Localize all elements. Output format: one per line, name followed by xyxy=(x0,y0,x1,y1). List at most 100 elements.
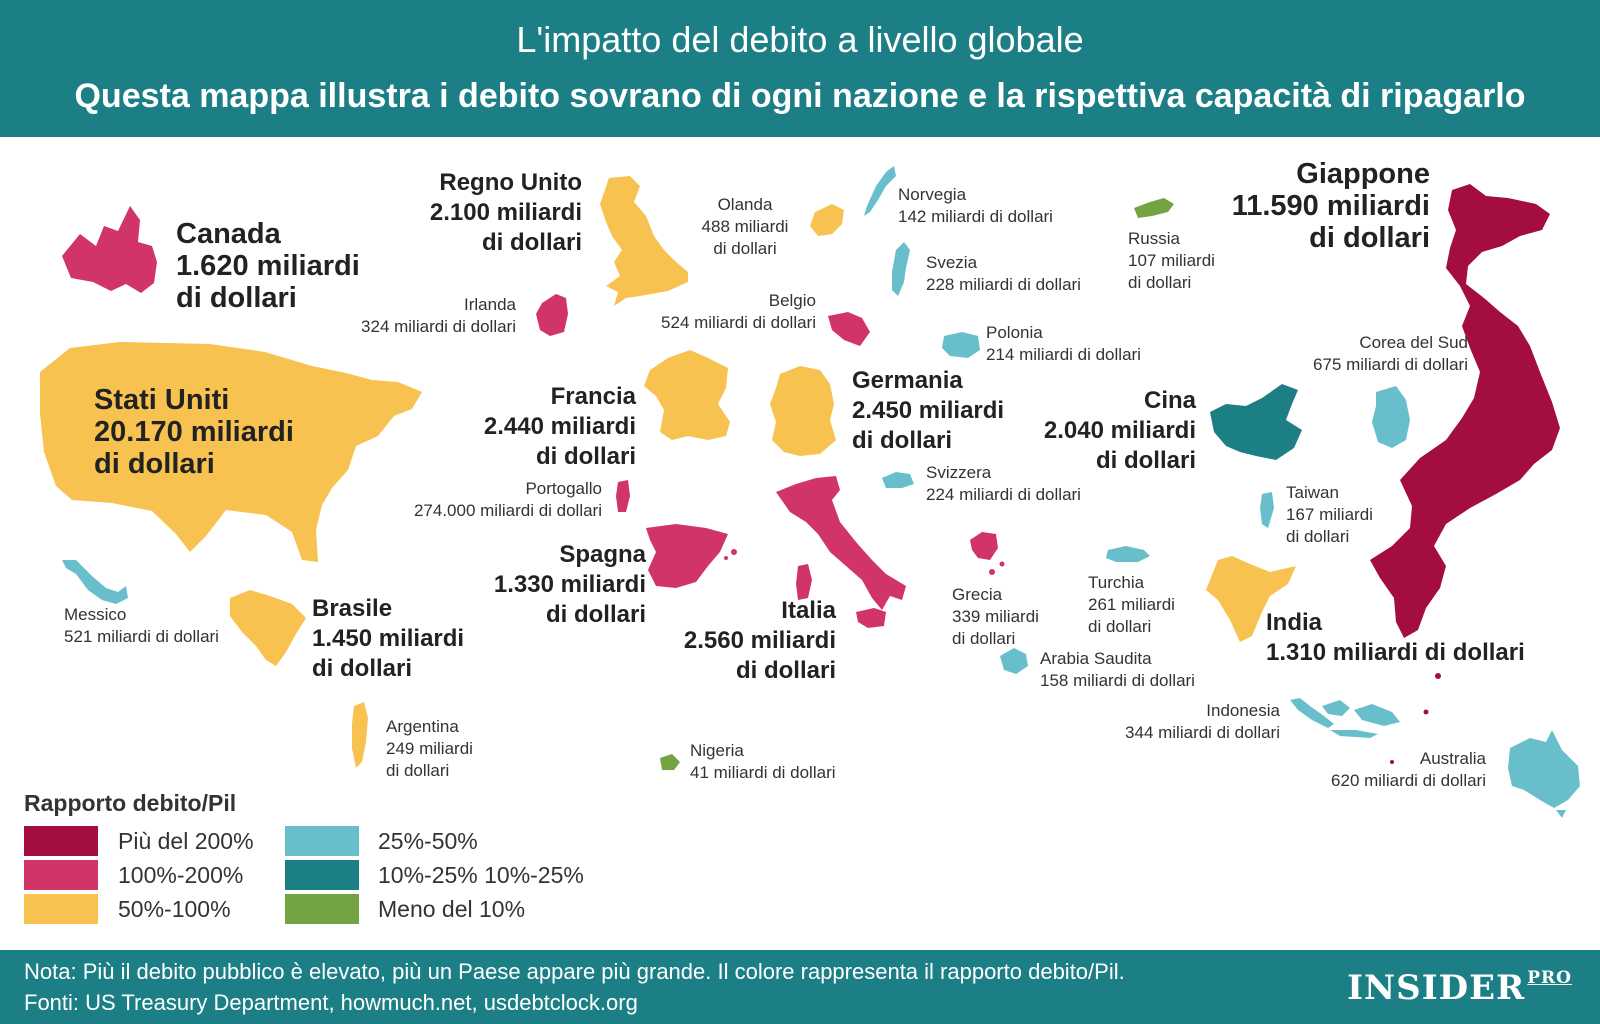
shape-nigeria xyxy=(660,754,680,770)
label-ireland-name: Irlanda xyxy=(330,294,516,316)
label-turkey-debt2: di dollari xyxy=(1088,616,1175,638)
label-portugal: Portogallo 274.000 miliardi di dollari xyxy=(380,478,602,522)
shape-germany xyxy=(770,366,836,456)
label-sweden: Svezia 228 miliardi di dollari xyxy=(926,252,1081,296)
label-spain-unit: di dollari xyxy=(460,600,646,630)
footer-note: Nota: Più il debito pubblico è elevato, … xyxy=(24,958,1125,986)
label-nigeria-name: Nigeria xyxy=(690,740,836,762)
shape-saudi-arabia xyxy=(1000,648,1028,674)
label-uk: Regno Unito 2.100 miliardi di dollari xyxy=(380,168,582,258)
label-netherlands: Olanda 488 miliardi di dollari xyxy=(690,194,800,260)
label-netherlands-name: Olanda xyxy=(690,194,800,216)
label-spain: Spagna 1.330 miliardi di dollari xyxy=(460,540,646,630)
label-usa: Stati Uniti 20.170 miliardi di dollari xyxy=(94,384,294,480)
header-banner: L'impatto del debito a livello globale Q… xyxy=(0,0,1600,137)
label-china-debt: 2.040 miliardi xyxy=(1010,416,1196,446)
label-italy-debt: 2.560 miliardi xyxy=(650,626,836,656)
label-turkey: Turchia 261 miliardi di dollari xyxy=(1088,572,1175,638)
shape-sardinia xyxy=(796,564,812,600)
label-germany-unit: di dollari xyxy=(852,426,1004,456)
label-australia: Australia 620 miliardi di dollari xyxy=(1300,748,1486,792)
legend-swatch-10-25 xyxy=(285,860,359,890)
legend-swatch-under-10 xyxy=(285,894,359,924)
shape-indonesia-2 xyxy=(1322,700,1350,716)
label-indonesia-debt: 344 miliardi di dollari xyxy=(1090,722,1280,744)
label-poland-debt: 214 miliardi di dollari xyxy=(986,344,1141,366)
label-spain-name: Spagna xyxy=(460,540,646,570)
label-usa-name: Stati Uniti xyxy=(94,384,294,416)
shape-spain-island-2 xyxy=(724,556,728,560)
label-germany: Germania 2.450 miliardi di dollari xyxy=(852,366,1004,456)
label-japan: Giappone 11.590 miliardi di dollari xyxy=(1180,158,1430,254)
footer-sources: Fonti: US Treasury Department, howmuch.n… xyxy=(24,989,638,1017)
label-uk-debt: 2.100 miliardi xyxy=(380,198,582,228)
legend-swatch-25-50 xyxy=(285,826,359,856)
shape-norway xyxy=(864,166,896,216)
label-switzerland-debt: 224 miliardi di dollari xyxy=(926,484,1081,506)
label-india-debt: 1.310 miliardi di dollari xyxy=(1266,638,1525,668)
legend-label-10-25: 10%-25% 10%-25% xyxy=(378,860,584,890)
label-ireland: Irlanda 324 miliardi di dollari xyxy=(330,294,516,338)
label-saudi-arabia: Arabia Saudita 158 miliardi di dollari xyxy=(1040,648,1195,692)
label-australia-name: Australia xyxy=(1300,748,1486,770)
legend-label-100-200: 100%-200% xyxy=(118,860,243,890)
logo-text: INSIDER xyxy=(1347,968,1525,1008)
shape-brazil xyxy=(230,590,306,666)
label-germany-debt: 2.450 miliardi xyxy=(852,396,1004,426)
logo-suffix: PRO xyxy=(1527,968,1572,988)
shape-poland xyxy=(942,332,980,358)
label-uk-unit: di dollari xyxy=(380,228,582,258)
shape-japan-island-1 xyxy=(1435,673,1441,679)
legend-swatch-100-200 xyxy=(24,860,98,890)
shape-switzerland xyxy=(882,472,914,488)
label-saudi-arabia-debt: 158 miliardi di dollari xyxy=(1040,670,1195,692)
label-brazil-unit: di dollari xyxy=(312,654,464,684)
label-brazil: Brasile 1.450 miliardi di dollari xyxy=(312,594,464,684)
label-france-name: Francia xyxy=(440,382,636,412)
label-france: Francia 2.440 miliardi di dollari xyxy=(440,382,636,472)
shape-uk xyxy=(600,176,688,306)
label-japan-name: Giappone xyxy=(1180,158,1430,190)
legend-label-under-10: Meno del 10% xyxy=(378,894,525,924)
shape-taiwan xyxy=(1260,492,1274,528)
label-mexico-debt: 521 miliardi di dollari xyxy=(64,626,219,648)
shape-china xyxy=(1210,384,1302,460)
label-norway-debt: 142 miliardi di dollari xyxy=(898,206,1053,228)
label-italy-unit: di dollari xyxy=(650,656,836,686)
label-france-unit: di dollari xyxy=(440,442,636,472)
shape-greece-island-2 xyxy=(989,569,995,575)
label-china-name: Cina xyxy=(1010,386,1196,416)
label-argentina-debt1: 249 miliardi xyxy=(386,738,473,760)
label-indonesia-name: Indonesia xyxy=(1090,700,1280,722)
shape-greece xyxy=(970,532,998,560)
shape-greece-island-1 xyxy=(1000,562,1005,567)
shape-south-korea xyxy=(1372,386,1410,448)
shape-netherlands xyxy=(810,204,844,236)
label-italy: Italia 2.560 miliardi di dollari xyxy=(650,596,836,686)
label-norway-name: Norvegia xyxy=(898,184,1053,206)
label-greece: Grecia 339 miliardi di dollari xyxy=(952,584,1039,650)
label-portugal-name: Portogallo xyxy=(380,478,602,500)
label-canada-debt: 1.620 miliardi xyxy=(176,250,360,282)
label-ireland-debt: 324 miliardi di dollari xyxy=(330,316,516,338)
label-south-korea: Corea del Sud 675 miliardi di dollari xyxy=(1280,332,1468,376)
legend-label-over-200: Più del 200% xyxy=(118,826,254,856)
shape-australia xyxy=(1508,730,1580,808)
label-turkey-name: Turchia xyxy=(1088,572,1175,594)
label-japan-debt: 11.590 miliardi xyxy=(1180,190,1430,222)
legend-swatch-over-200 xyxy=(24,826,98,856)
shape-portugal xyxy=(616,480,630,512)
label-taiwan: Taiwan 167 miliardi di dollari xyxy=(1286,482,1373,548)
label-japan-unit: di dollari xyxy=(1180,222,1430,254)
shape-italy xyxy=(776,476,906,610)
label-greece-debt2: di dollari xyxy=(952,628,1039,650)
label-switzerland: Svizzera 224 miliardi di dollari xyxy=(926,462,1081,506)
label-russia-debt2: di dollari xyxy=(1128,272,1215,294)
label-italy-name: Italia xyxy=(650,596,836,626)
label-canada-name: Canada xyxy=(176,218,360,250)
label-belgium-debt: 524 miliardi di dollari xyxy=(620,312,816,334)
legend-title: Rapporto debito/Pil xyxy=(24,790,236,817)
legend-swatch-50-100 xyxy=(24,894,98,924)
label-argentina-name: Argentina xyxy=(386,716,473,738)
shape-france xyxy=(644,350,730,440)
